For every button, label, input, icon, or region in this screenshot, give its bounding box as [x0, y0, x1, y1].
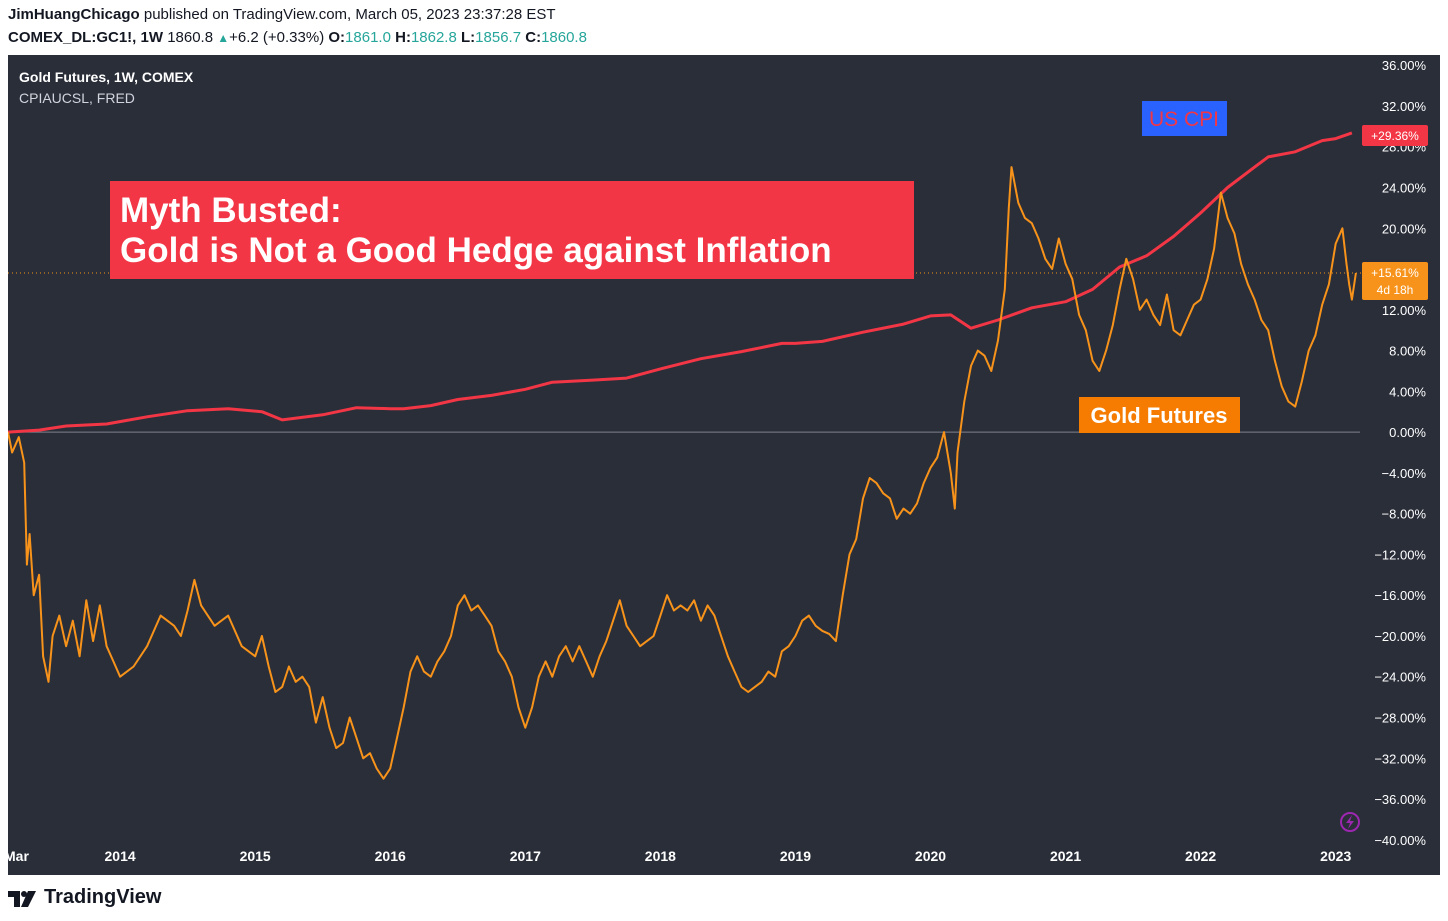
close-label: C: [525, 29, 542, 46]
tradingview-logo[interactable]: TradingView [8, 886, 161, 909]
y-tick-label: −36.00% [1374, 792, 1426, 807]
y-tick-label: −32.00% [1374, 751, 1426, 766]
publish-info: JimHuangChicago published on TradingView… [8, 6, 556, 23]
x-tick-label: 2017 [510, 848, 541, 864]
y-tick-label: 8.00% [1389, 344, 1426, 359]
chart-panel[interactable]: 36.00%32.00%28.00%24.00%20.00%16.00%12.0… [4, 55, 1440, 875]
close-value: 1860.8 [541, 29, 587, 46]
cpi-series-line[interactable] [7, 131, 1353, 434]
gold-countdown-text: 4d 18h [1377, 283, 1414, 297]
x-tick-label: Mar [8, 848, 29, 864]
price-change: +6.2 (+0.33%) [229, 29, 325, 46]
series-layer [7, 131, 1357, 780]
x-tick-label: 2018 [645, 848, 676, 864]
price-scale: 36.00%32.00%28.00%24.00%20.00%16.00%12.0… [1374, 58, 1426, 848]
author-name[interactable]: JimHuangChicago [8, 6, 140, 23]
legend-cpi[interactable]: CPIAUCSL, FRED [19, 90, 135, 106]
myth-line-1: Myth Busted: [120, 191, 342, 230]
legend-gold[interactable]: Gold Futures, 1W, COMEX [19, 69, 194, 85]
high-label: H: [395, 29, 411, 46]
y-tick-label: −40.00% [1374, 833, 1426, 848]
y-tick-label: 32.00% [1382, 99, 1427, 114]
y-tick-label: −20.00% [1374, 629, 1426, 644]
up-arrow-icon: ▲ [217, 31, 230, 45]
gold-label: Gold Futures [1091, 403, 1228, 428]
y-tick-label: −8.00% [1382, 507, 1427, 522]
myth-banner[interactable] [110, 181, 914, 279]
y-tick-label: −24.00% [1374, 670, 1426, 685]
cpi-label: US CPI [1149, 108, 1219, 131]
y-tick-label: 20.00% [1382, 221, 1427, 236]
x-tick-label: 2020 [915, 848, 946, 864]
x-tick-label: 2022 [1185, 848, 1216, 864]
gold-price-tag[interactable] [1362, 262, 1428, 300]
chart-svg[interactable]: 36.00%32.00%28.00%24.00%20.00%16.00%12.0… [4, 55, 1440, 875]
x-tick-label: 2014 [105, 848, 136, 864]
time-scale: Mar 2014 2015 2016 2017 2018 2019 2020 2021 2022 2… [4, 848, 1351, 864]
y-tick-label: 36.00% [1382, 58, 1427, 73]
x-tick-label: 2015 [240, 848, 271, 864]
high-value: 1862.8 [410, 29, 457, 46]
gold-price-tag-text: +15.61% [1371, 266, 1419, 280]
low-value: 1856.7 [475, 29, 522, 46]
open-value: 1861.0 [345, 29, 391, 46]
gold-label-box[interactable] [1079, 397, 1240, 433]
x-tick-label: 2016 [375, 848, 406, 864]
x-tick-label: 2023 [1320, 848, 1351, 864]
y-tick-label: 0.00% [1389, 425, 1426, 440]
low-label: L: [461, 29, 476, 46]
cpi-label-box[interactable] [1142, 101, 1227, 136]
gold-series-line[interactable] [7, 166, 1357, 780]
y-tick-label: −16.00% [1374, 588, 1426, 603]
cpi-price-tag-text: +29.36% [1371, 129, 1419, 143]
y-tick-label: −28.00% [1374, 711, 1426, 726]
y-tick-label: 12.00% [1382, 303, 1427, 318]
y-tick-label: 24.00% [1382, 181, 1427, 196]
open-label: O: [328, 29, 346, 46]
x-tick-label: 2021 [1050, 848, 1081, 864]
symbol-label[interactable]: COMEX_DL:GC1!, 1W [8, 29, 164, 46]
y-tick-label: −12.00% [1374, 547, 1426, 562]
lightning-icon[interactable] [1340, 812, 1360, 832]
tradingview-brand: TradingView [44, 886, 162, 908]
x-tick-label: 2019 [780, 848, 811, 864]
y-tick-label: −4.00% [1382, 466, 1427, 481]
last-price: 1860.8 [167, 29, 214, 46]
symbol-info: COMEX_DL:GC1!, 1W 1860.8 ▲+6.2 (+0.33%) … [8, 29, 587, 46]
publish-text: published on TradingView.com, March 05, … [143, 6, 556, 23]
y-tick-label: 4.00% [1389, 384, 1426, 399]
myth-line-2: Gold is Not a Good Hedge against Inflati… [120, 231, 832, 270]
tradingview-logo-icon [8, 890, 36, 907]
cpi-price-tag[interactable] [1362, 125, 1428, 146]
